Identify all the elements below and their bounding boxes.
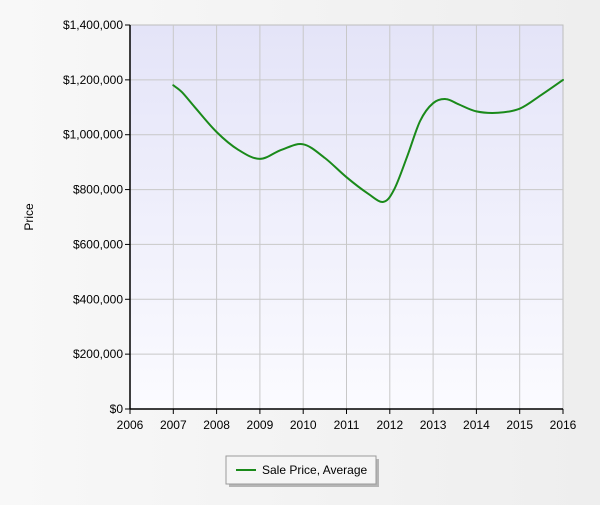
x-tick-label: 2006 xyxy=(117,418,144,432)
x-tick-label: 2014 xyxy=(463,418,490,432)
y-tick-label: $1,000,000 xyxy=(63,128,123,142)
x-tick-label: 2007 xyxy=(160,418,187,432)
x-tick-label: 2008 xyxy=(203,418,230,432)
gridlines xyxy=(130,25,563,409)
y-tick-label: $200,000 xyxy=(73,347,123,361)
y-axis-label: Price xyxy=(22,203,36,231)
series xyxy=(172,78,564,203)
x-tick-label: 2015 xyxy=(506,418,533,432)
y-tick-label: $400,000 xyxy=(73,292,123,306)
axes: 2006 2007 2008 2009 2010 2011 2012 2013 2014 2015… xyxy=(63,18,577,432)
x-tick-label: 2013 xyxy=(420,418,447,432)
y-tick-label: $0 xyxy=(110,402,124,416)
series-line xyxy=(172,78,564,203)
y-tick-label: $600,000 xyxy=(73,237,123,251)
x-tick-label: 2012 xyxy=(376,418,403,432)
x-tick-label: 2009 xyxy=(247,418,274,432)
y-tick-label: $800,000 xyxy=(73,183,123,197)
x-tick-label: 2016 xyxy=(550,418,577,432)
x-tick-label: 2011 xyxy=(334,418,360,432)
x-tick-label: 2010 xyxy=(290,418,317,432)
legend-label: Sale Price, Average xyxy=(262,463,368,477)
y-tick-label: $1,200,000 xyxy=(63,73,123,87)
y-tick-label: $1,400,000 xyxy=(63,18,123,32)
legend: Sale Price, Average xyxy=(225,455,379,487)
